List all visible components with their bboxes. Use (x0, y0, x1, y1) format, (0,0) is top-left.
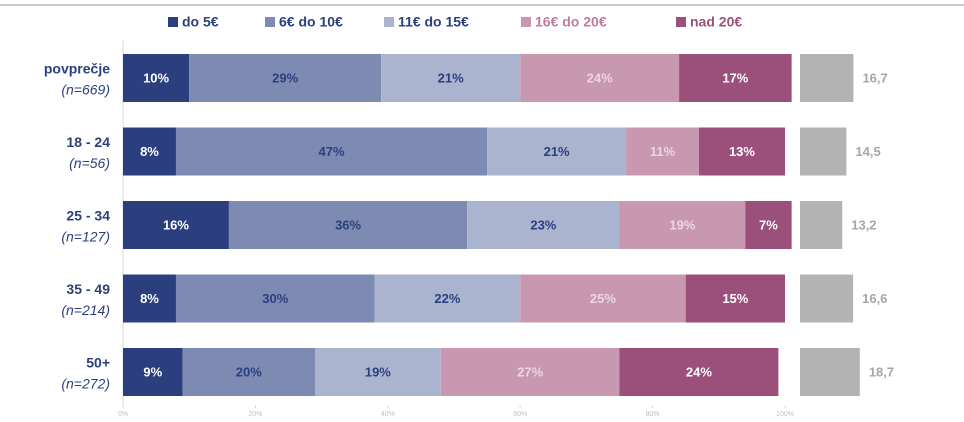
value-label: 7% (759, 217, 778, 232)
x-tick-label: 60% (513, 411, 527, 418)
average-label: 14,5 (855, 144, 880, 159)
value-label: 22% (434, 291, 460, 306)
category-label: 35 - 49 (66, 281, 110, 297)
legend-label: do 5€ (182, 14, 219, 30)
sample-size: (n=272) (61, 376, 110, 392)
bar-segment (175, 127, 488, 176)
value-label: 27% (517, 364, 543, 379)
average-bar (800, 348, 860, 396)
bar-segment (374, 274, 521, 323)
value-label: 10% (143, 70, 169, 85)
category-label: 18 - 24 (66, 134, 110, 150)
legend-label: 16€ do 20€ (535, 14, 607, 30)
bar-segment (520, 54, 680, 102)
value-label: 25% (590, 291, 616, 306)
value-label: 8% (140, 144, 159, 159)
bar-segment (189, 54, 382, 102)
average-bar (800, 201, 843, 249)
bar-segment (123, 54, 190, 102)
bar-segment (619, 348, 779, 396)
value-label: 29% (272, 70, 298, 85)
value-label: 23% (530, 217, 556, 232)
category-label: 50+ (86, 355, 110, 371)
sample-size: (n=214) (61, 302, 110, 318)
bar-segment (175, 274, 375, 323)
value-label: 9% (143, 364, 162, 379)
category-label: povprečje (44, 61, 110, 77)
value-label: 15% (722, 291, 748, 306)
average-bar (800, 127, 847, 176)
value-label: 19% (365, 364, 391, 379)
bar-segment (314, 348, 441, 396)
sample-size: (n=669) (61, 82, 110, 98)
bar-segment (745, 201, 792, 249)
sample-size: (n=127) (61, 229, 110, 245)
value-label: 20% (236, 364, 262, 379)
value-label: 30% (262, 291, 288, 306)
x-tick-label: 20% (248, 411, 262, 418)
legend-label: 6€ do 10€ (279, 14, 343, 30)
value-label: 24% (686, 364, 712, 379)
bar-segment (487, 127, 627, 176)
value-label: 8% (140, 291, 159, 306)
value-label: 19% (669, 217, 695, 232)
value-label: 21% (438, 70, 464, 85)
x-tick-label: 80% (646, 411, 660, 418)
bar-segment (381, 54, 521, 102)
average-bar (800, 54, 854, 102)
bar-segment (467, 201, 620, 249)
legend-swatch (265, 17, 275, 27)
x-tick-label: 100% (776, 411, 794, 418)
legend-swatch (168, 17, 178, 27)
x-tick-label: 40% (381, 411, 395, 418)
value-label: 17% (722, 70, 748, 85)
bar-segment (123, 127, 176, 176)
value-label: 47% (319, 144, 345, 159)
bar-segment (228, 201, 468, 249)
value-label: 16% (163, 217, 189, 232)
legend-swatch (521, 17, 531, 27)
bar-segment (123, 274, 176, 323)
average-label: 18,7 (869, 364, 894, 379)
bar-segment (619, 201, 746, 249)
sample-size: (n=56) (69, 155, 110, 171)
bar-segment (520, 274, 686, 323)
value-label: 24% (587, 70, 613, 85)
bar-segment (123, 348, 183, 396)
bar-segment (123, 201, 229, 249)
legend-swatch (676, 17, 686, 27)
average-label: 13,2 (851, 217, 876, 232)
bar-segment (685, 274, 785, 323)
legend-swatch (384, 17, 394, 27)
x-tick-label: 0% (118, 411, 128, 418)
average-bar (800, 274, 854, 323)
average-label: 16,6 (862, 291, 887, 306)
category-label: 25 - 34 (66, 208, 110, 224)
legend-label: nad 20€ (690, 14, 742, 30)
bar-segment (440, 348, 620, 396)
bar-segment (698, 127, 785, 176)
value-label: 21% (544, 144, 570, 159)
value-label: 36% (335, 217, 361, 232)
bar-segment (679, 54, 792, 102)
bar-segment (182, 348, 315, 396)
average-label: 16,7 (862, 70, 887, 85)
bar-segment (626, 127, 699, 176)
legend-label: 11€ do 15€ (398, 14, 469, 30)
value-label: 11% (650, 144, 676, 159)
value-label: 13% (729, 144, 755, 159)
